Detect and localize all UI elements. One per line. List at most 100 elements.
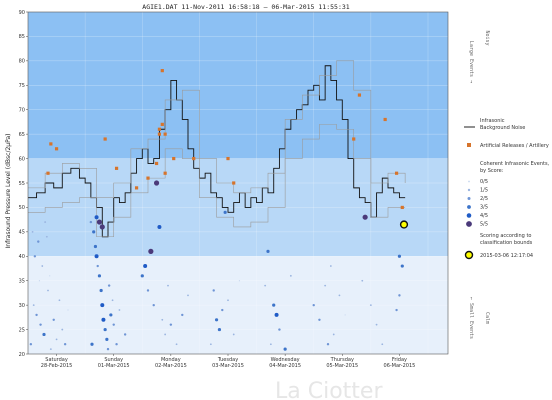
artificial-event-point xyxy=(154,161,159,166)
coherent-event-point xyxy=(212,289,215,292)
y-axis-label: Infrasound Pressure Level (dBsc/2µPa) xyxy=(5,134,12,249)
axes: 20 25 30 35 40 45 50 55 60 65 70 75 80 85 90 Saturday28… xyxy=(19,10,449,369)
x-tick-label-date: 06-Mar-2015 xyxy=(384,363,416,369)
coherent-event-point xyxy=(375,323,378,326)
series-layer xyxy=(28,60,406,238)
coherent-event-point xyxy=(123,333,127,336)
coherent-event-point xyxy=(217,327,222,332)
coherent-event-point xyxy=(181,313,184,317)
coherent-event-point xyxy=(283,347,287,351)
legend-scoring-label-1: Scoring according to xyxy=(480,233,531,239)
coherent-event-point xyxy=(31,230,34,233)
coherent-event-point xyxy=(115,343,118,346)
coherent-event-point xyxy=(214,318,219,322)
x-tick-label-day: Wednesday xyxy=(271,357,300,363)
coherent-event-point xyxy=(93,244,98,249)
artificial-event-point xyxy=(357,93,362,97)
coherent-event-point xyxy=(99,224,105,230)
coherent-event-point xyxy=(39,323,42,326)
coherent-event-point xyxy=(164,333,167,336)
x-tick-label-day: Sunday xyxy=(104,357,123,363)
coherent-event-point xyxy=(35,313,38,317)
coherent-event-point xyxy=(96,219,103,225)
y-tick-label: 55 xyxy=(19,181,25,187)
coherent-event-point xyxy=(112,323,115,326)
coherent-event-point xyxy=(397,254,402,258)
side-label-small-events: ← Small Events xyxy=(468,297,474,339)
y-tick-label: 65 xyxy=(19,132,25,138)
coherent-event-point xyxy=(312,303,315,307)
coherent-event-point xyxy=(52,318,55,321)
coherent-event-point xyxy=(47,289,49,292)
coherent-event-point xyxy=(187,294,189,297)
y-tick-label: 80 xyxy=(19,59,25,65)
legend-score-marker xyxy=(467,188,471,192)
coherent-event-point xyxy=(97,274,102,278)
coherent-event-point xyxy=(167,284,169,287)
legend-artificial-label: Artificial Releases / Artillery xyxy=(480,143,549,149)
coherent-event-point xyxy=(94,215,99,220)
coherent-event-point xyxy=(400,264,404,268)
coherent-event-point xyxy=(94,254,99,259)
artificial-event-point xyxy=(46,171,50,175)
coherent-event-point xyxy=(92,230,96,234)
legend-score-label: 5/5 xyxy=(480,222,488,228)
artificial-event-point xyxy=(394,171,399,175)
points-layer xyxy=(29,69,409,351)
x-tick-label-day: Tuesday xyxy=(217,357,238,363)
coherent-event-point xyxy=(140,274,144,278)
coherent-event-point xyxy=(332,333,335,336)
x-tick-label-day: Thursday xyxy=(330,357,354,363)
legend-score-label: 0/5 xyxy=(480,179,488,185)
legend-highlight-marker xyxy=(464,250,474,260)
coherent-event-point xyxy=(272,303,276,307)
x-tick-label-date: 04-Mar-2015 xyxy=(269,363,301,369)
coherent-event-point xyxy=(44,221,47,223)
artificial-event-point xyxy=(192,156,196,161)
coherent-event-point xyxy=(33,255,37,258)
coherent-event-point xyxy=(38,280,41,282)
x-tick-label-date: 02-Mar-2015 xyxy=(155,363,187,369)
coherent-event-point xyxy=(227,299,229,302)
y-tick-label: 85 xyxy=(19,34,25,40)
coherent-event-point xyxy=(238,280,241,282)
coherent-event-point xyxy=(49,275,51,277)
side-label-calm: Calm xyxy=(484,312,490,324)
coherent-event-point xyxy=(169,323,173,326)
artificial-event-point xyxy=(163,132,167,136)
coherent-event-point xyxy=(157,224,162,229)
coherent-event-point xyxy=(338,294,341,297)
coherent-event-point xyxy=(274,312,279,317)
legend-artificial-marker xyxy=(467,143,471,147)
coherent-event-point xyxy=(329,265,332,267)
artificial-event-point xyxy=(146,176,150,180)
legend-score-marker xyxy=(466,221,472,227)
coherent-event-point xyxy=(264,284,267,287)
x-tick-label-day: Saturday xyxy=(45,357,68,363)
y-tick-label: 70 xyxy=(19,108,25,114)
y-tick-label: 35 xyxy=(19,279,25,285)
artificial-event-point xyxy=(114,166,119,170)
coherent-event-point xyxy=(153,180,160,186)
coherent-event-point xyxy=(63,343,67,346)
coherent-event-point xyxy=(106,347,110,351)
coherent-event-point xyxy=(41,265,44,267)
coherent-event-point xyxy=(398,294,401,297)
artificial-event-point xyxy=(54,147,59,151)
y-tick-label: 25 xyxy=(19,327,25,333)
coherent-event-point xyxy=(100,303,105,308)
artificial-event-point xyxy=(172,156,176,161)
side-label-noisy: Noisy xyxy=(484,30,490,45)
legend-score-label: 4/5 xyxy=(480,213,488,219)
coherent-event-point xyxy=(175,343,178,346)
legend-noise-label-2: Background Noise xyxy=(480,125,525,131)
coherent-event-point xyxy=(209,343,212,346)
coherent-event-point xyxy=(318,318,321,321)
coherent-event-point xyxy=(269,343,272,346)
coherent-event-point xyxy=(266,249,270,253)
coherent-event-point xyxy=(278,328,281,331)
legend-scoring-label-2: classification bounds xyxy=(480,240,533,246)
coherent-event-point xyxy=(61,328,64,331)
y-tick-label: 20 xyxy=(19,352,25,358)
